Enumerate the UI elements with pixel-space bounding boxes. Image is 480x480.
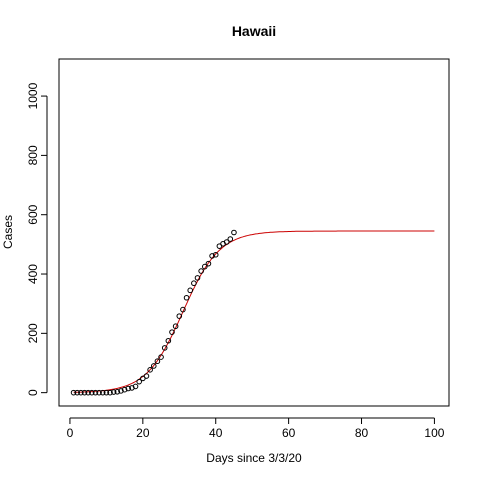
- y-tick-label: 200: [26, 323, 40, 343]
- data-point: [125, 385, 132, 392]
- x-axis-label: Days since 3/3/20: [206, 451, 302, 465]
- data-point: [114, 388, 121, 395]
- x-tick-label: 20: [136, 426, 150, 440]
- data-point: [132, 383, 139, 390]
- fit-curve: [73, 230, 435, 393]
- data-point: [165, 337, 172, 344]
- plot-frame: [58, 58, 450, 407]
- data-point: [147, 367, 153, 373]
- data-point: [121, 386, 128, 393]
- data-point: [191, 280, 197, 287]
- y-tick-label: 800: [26, 145, 40, 165]
- data-point: [110, 389, 117, 395]
- y-tick-label: 0: [26, 389, 40, 396]
- data-point: [118, 388, 124, 394]
- data-point: [89, 389, 95, 396]
- y-axis-label: Cases: [1, 215, 15, 249]
- x-axis: 0 20 40 60 80 100: [67, 417, 445, 440]
- data-point: [70, 389, 77, 396]
- data-point: [187, 287, 194, 294]
- data-point: [176, 313, 183, 319]
- data-point: [183, 294, 190, 301]
- data-point: [74, 389, 81, 396]
- data-point: [158, 354, 164, 360]
- data-point: [85, 389, 91, 396]
- data-point: [161, 345, 168, 351]
- x-tick-label: 40: [209, 426, 223, 440]
- x-tick-label: 80: [355, 426, 369, 440]
- data-point: [180, 306, 186, 313]
- data-point: [223, 239, 230, 245]
- x-tick-label: 100: [424, 426, 444, 440]
- data-point: [172, 323, 179, 330]
- data-point: [169, 329, 175, 335]
- data-point: [136, 378, 142, 385]
- data-point: [209, 253, 215, 259]
- x-tick-label: 60: [282, 426, 296, 440]
- data-point: [194, 275, 201, 281]
- data-point: [92, 389, 99, 396]
- fit-curve-layer: [73, 230, 435, 393]
- y-tick-label: 600: [26, 204, 40, 224]
- data-point: [103, 389, 110, 396]
- data-point: [154, 358, 161, 365]
- data-point: [107, 389, 113, 396]
- data-point: [227, 236, 234, 242]
- y-tick-label: 400: [26, 264, 40, 284]
- data-point: [96, 389, 102, 396]
- data-point: [205, 260, 212, 267]
- data-point: [78, 389, 84, 396]
- data-point: [99, 389, 106, 396]
- x-tick-label: 0: [67, 426, 74, 440]
- chart-title: Hawaii: [232, 23, 276, 39]
- data-points-layer: [70, 229, 237, 396]
- y-tick-label: 1000: [26, 82, 40, 109]
- y-axis: 0 200 400 600 800 1000: [26, 82, 48, 396]
- data-point: [198, 268, 204, 274]
- data-point: [212, 251, 219, 258]
- data-point: [201, 263, 208, 270]
- data-point: [81, 389, 88, 396]
- data-point: [150, 363, 157, 369]
- data-point: [143, 373, 150, 379]
- data-point: [231, 229, 237, 236]
